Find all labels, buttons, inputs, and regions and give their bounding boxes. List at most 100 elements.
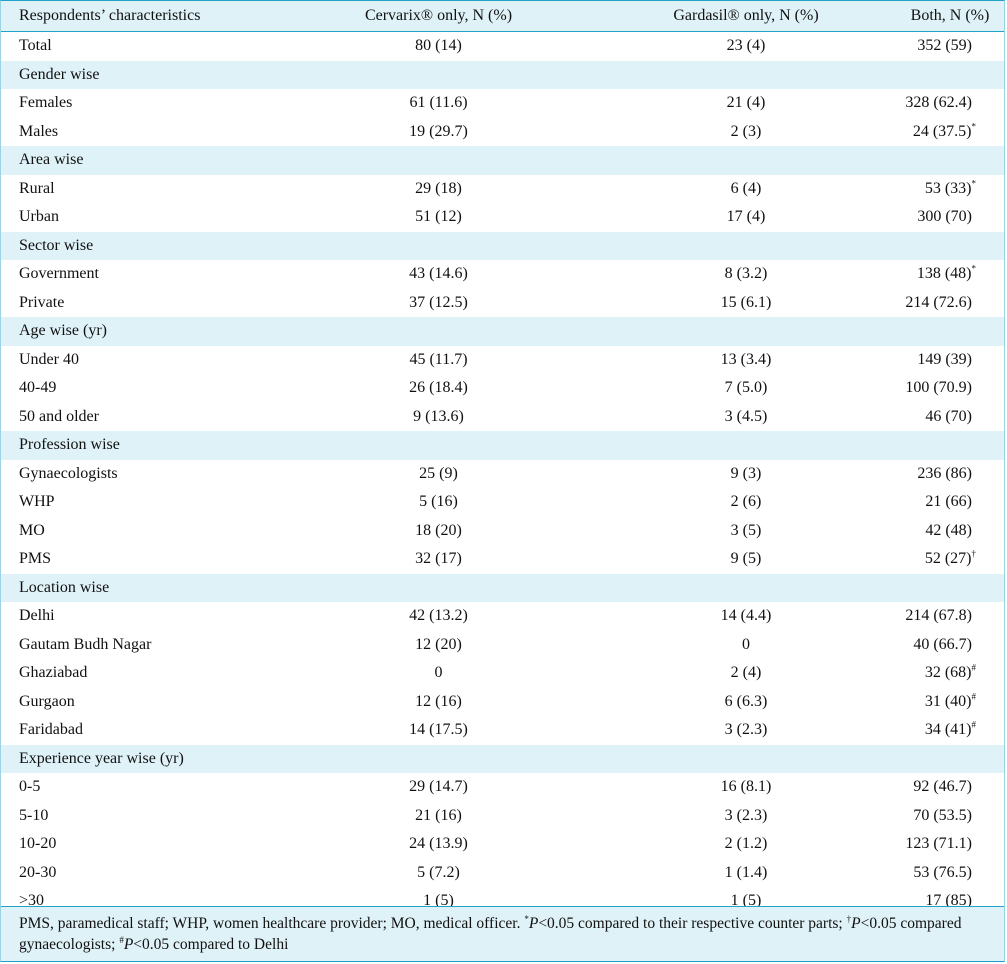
table-row: Gynaecologists 25 (9) 9 (3) 236 (86) xyxy=(1,460,1004,489)
section-filler xyxy=(896,60,1004,89)
gardasil-cell: 1 (5) xyxy=(730,892,762,910)
table-row: 20-30 5 (7.2) 1 (1.4) 53 (76.5) xyxy=(1,859,1004,888)
section-filler xyxy=(259,231,578,260)
both-cell: 52 (27)† xyxy=(896,545,1004,574)
section-filler xyxy=(578,231,896,260)
table-row: Males 19 (29.7) 2 (3) 24 (37.5)* xyxy=(1,118,1004,147)
both-value: 53 (76.5) xyxy=(913,863,972,881)
row-label: 10-20 xyxy=(19,835,57,853)
table-body: Total 80 (14) 23 (4) 352 (59) Gender wise Fem… xyxy=(1,32,1004,916)
both-value: 214 (72.6) xyxy=(905,293,972,311)
table-row: Gautam Budh Nagar 12 (20) 0 40 (66.7) xyxy=(1,631,1004,660)
table-row: Urban 51 (12) 17 (4) 300 (70) xyxy=(1,203,1004,232)
section-filler xyxy=(896,744,1004,773)
row-label: Under 40 xyxy=(19,350,79,368)
both-value: 53 (33) xyxy=(924,179,972,197)
table-row: 40-49 26 (18.4) 7 (5.0) 100 (70.9) xyxy=(1,374,1004,403)
row-label: 0-5 xyxy=(19,778,41,796)
gardasil-cell: 9 (3) xyxy=(730,464,762,482)
both-value: 32 (68) xyxy=(924,664,972,682)
gardasil-cell: 3 (2.3) xyxy=(724,721,768,739)
cervarix-cell: 51 (12) xyxy=(415,208,462,226)
gardasil-cell: 3 (4.5) xyxy=(724,407,768,425)
cervarix-cell: 21 (16) xyxy=(415,806,462,824)
table-row: PMS 32 (17) 9 (5) 52 (27)† xyxy=(1,545,1004,574)
row-label: >30 xyxy=(19,892,45,910)
cervarix-cell: 42 (13.2) xyxy=(409,607,468,625)
table-row: Private 37 (12.5) 15 (6.1) 214 (72.6) xyxy=(1,289,1004,318)
footnote-star-text: <0.05 compared to their respective count… xyxy=(538,915,847,932)
both-cell: 53 (76.5) xyxy=(896,859,1004,888)
both-cell: 236 (86) xyxy=(896,460,1004,489)
table-row: Faridabad 14 (17.5) 3 (2.3) 34 (41)# xyxy=(1,716,1004,745)
both-value: 70 (53.5) xyxy=(913,806,972,824)
section-filler xyxy=(259,146,578,175)
row-label: Government xyxy=(19,265,99,283)
gardasil-cell: 14 (4.4) xyxy=(720,607,772,625)
significance-mark: * xyxy=(971,121,977,132)
section-label: Profession wise xyxy=(1,431,259,460)
both-value: 92 (46.7) xyxy=(913,778,972,796)
row-label: Urban xyxy=(19,208,59,226)
footnote-mark-dagger: † xyxy=(846,913,852,924)
table-footnote: PMS, paramedical staff; WHP, women healt… xyxy=(1,906,1004,961)
section-label: Age wise (yr) xyxy=(1,317,259,346)
both-cell: 53 (33)* xyxy=(896,175,1004,204)
both-cell: 300 (70) xyxy=(896,203,1004,232)
section-row: Sector wise xyxy=(1,231,1004,260)
both-value: 149 (39) xyxy=(917,350,972,368)
row-label: Delhi xyxy=(19,607,55,625)
section-filler xyxy=(259,744,578,773)
row-label: Females xyxy=(19,94,73,112)
cervarix-cell: 29 (18) xyxy=(415,179,462,197)
row-label: 5-10 xyxy=(19,806,49,824)
both-cell: 138 (48)* xyxy=(896,260,1004,289)
cervarix-cell: 5 (16) xyxy=(419,493,458,511)
gardasil-cell: 17 (4) xyxy=(726,208,766,226)
both-cell: 352 (59) xyxy=(896,32,1004,61)
section-label: Gender wise xyxy=(1,60,259,89)
cervarix-cell: 1 (5) xyxy=(423,892,454,910)
row-label: Private xyxy=(19,293,65,311)
gardasil-cell: 3 (2.3) xyxy=(724,806,768,824)
table-row: Government 43 (14.6) 8 (3.2) 138 (48)* xyxy=(1,260,1004,289)
both-value: 46 (70) xyxy=(925,407,972,425)
section-filler xyxy=(259,431,578,460)
both-cell: 149 (39) xyxy=(896,346,1004,375)
both-cell: 24 (37.5)* xyxy=(896,118,1004,147)
row-label: 40-49 xyxy=(19,379,57,397)
table-row: Under 40 45 (11.7) 13 (3.4) 149 (39) xyxy=(1,346,1004,375)
row-label: Gautam Budh Nagar xyxy=(19,635,152,653)
both-cell: 328 (62.4) xyxy=(896,89,1004,118)
significance-mark: * xyxy=(971,178,977,189)
row-label: Males xyxy=(19,122,59,140)
section-filler xyxy=(578,146,896,175)
header-gardasil: Gardasil® only, N (%) xyxy=(578,1,896,32)
both-value: 100 (70.9) xyxy=(905,379,972,397)
table-row: Delhi 42 (13.2) 14 (4.4) 214 (67.8) xyxy=(1,602,1004,631)
gardasil-cell: 7 (5.0) xyxy=(724,379,768,397)
footnote-p-italic: P xyxy=(851,915,861,932)
both-value: 31 (40) xyxy=(924,692,972,710)
both-cell: 34 (41)# xyxy=(896,716,1004,745)
both-cell: 92 (46.7) xyxy=(896,773,1004,802)
row-label: WHP xyxy=(19,493,55,511)
both-cell: 32 (68)# xyxy=(896,659,1004,688)
significance-mark: # xyxy=(971,719,977,730)
section-label: Location wise xyxy=(1,573,259,602)
vaccine-preference-table: Respondents’ characteristics Cervarix® o… xyxy=(1,1,1004,916)
cervarix-cell: 45 (11.7) xyxy=(409,350,468,368)
gardasil-cell: 2 (6) xyxy=(730,493,762,511)
significance-mark: # xyxy=(971,691,977,702)
section-filler xyxy=(896,573,1004,602)
table-row: Rural 29 (18) 6 (4) 53 (33)* xyxy=(1,175,1004,204)
gardasil-cell: 6 (6.3) xyxy=(724,692,768,710)
cervarix-cell: 37 (12.5) xyxy=(409,293,468,311)
both-value: 34 (41) xyxy=(924,721,972,739)
both-cell: 42 (48) xyxy=(896,517,1004,546)
section-filler xyxy=(578,60,896,89)
table-row: Total 80 (14) 23 (4) 352 (59) xyxy=(1,32,1004,61)
gardasil-cell: 3 (5) xyxy=(730,521,762,539)
both-value: 24 (37.5) xyxy=(912,122,972,140)
both-cell: 123 (71.1) xyxy=(896,830,1004,859)
